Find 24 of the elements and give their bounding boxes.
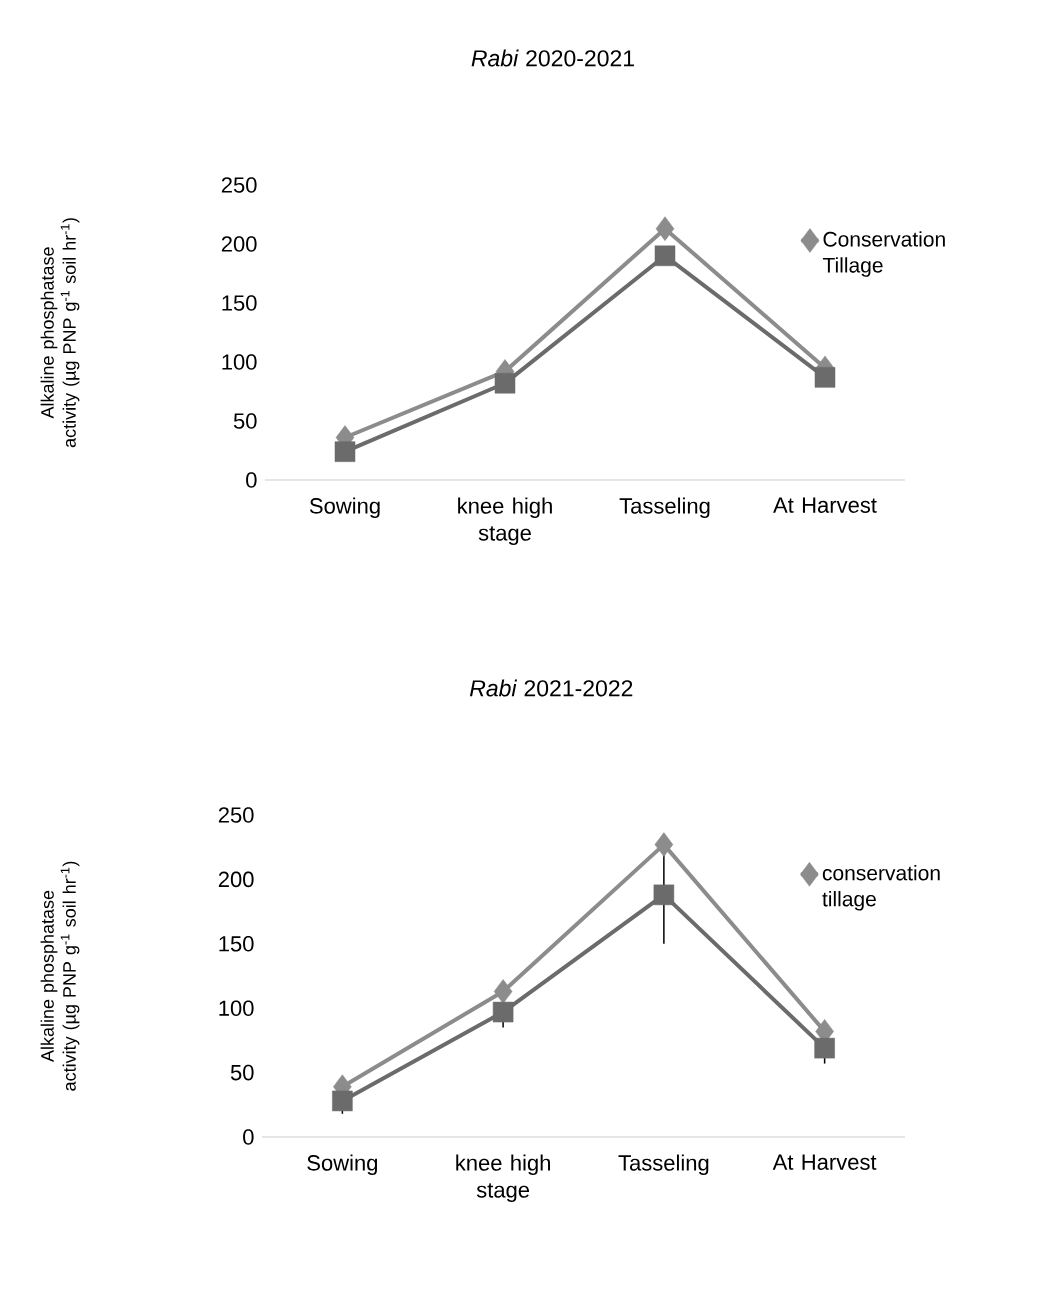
x-tick-label: Sowing	[309, 497, 380, 519]
y-tick-label: 150	[222, 295, 257, 311]
y-tick-label: 150	[219, 936, 254, 952]
y-tick-label: 0	[243, 1129, 254, 1145]
x-tick-label: knee high stage	[456, 1154, 550, 1203]
legend-label: Conservation Tillage	[822, 231, 945, 277]
y-tick-label: 100	[222, 354, 257, 370]
y-tick-label: 100	[219, 1000, 254, 1016]
y-tick-label: 200	[218, 871, 254, 888]
chart-title: Rabi 2020-2021	[471, 49, 634, 67]
y-tick-label: 50	[233, 413, 257, 429]
y-tick-label: 200	[221, 236, 257, 252]
legend-label: conservation tillage	[822, 865, 940, 911]
x-tick-label: At Harvest	[772, 1154, 877, 1170]
x-tick-label: Tasseling	[619, 497, 710, 519]
x-tick-label: Sowing	[307, 1154, 378, 1176]
y-tick-label: 50	[230, 1064, 254, 1081]
x-tick-label: Tasseling	[618, 1154, 709, 1176]
x-tick-label: At Harvest	[773, 497, 877, 513]
x-tick-label: knee high stage	[458, 497, 552, 546]
chart-title: Rabi 2021-2022	[469, 679, 633, 697]
y-tick-label: 250	[218, 807, 254, 823]
y-tick-label: 0	[246, 472, 257, 488]
y-tick-label: 250	[221, 177, 257, 193]
